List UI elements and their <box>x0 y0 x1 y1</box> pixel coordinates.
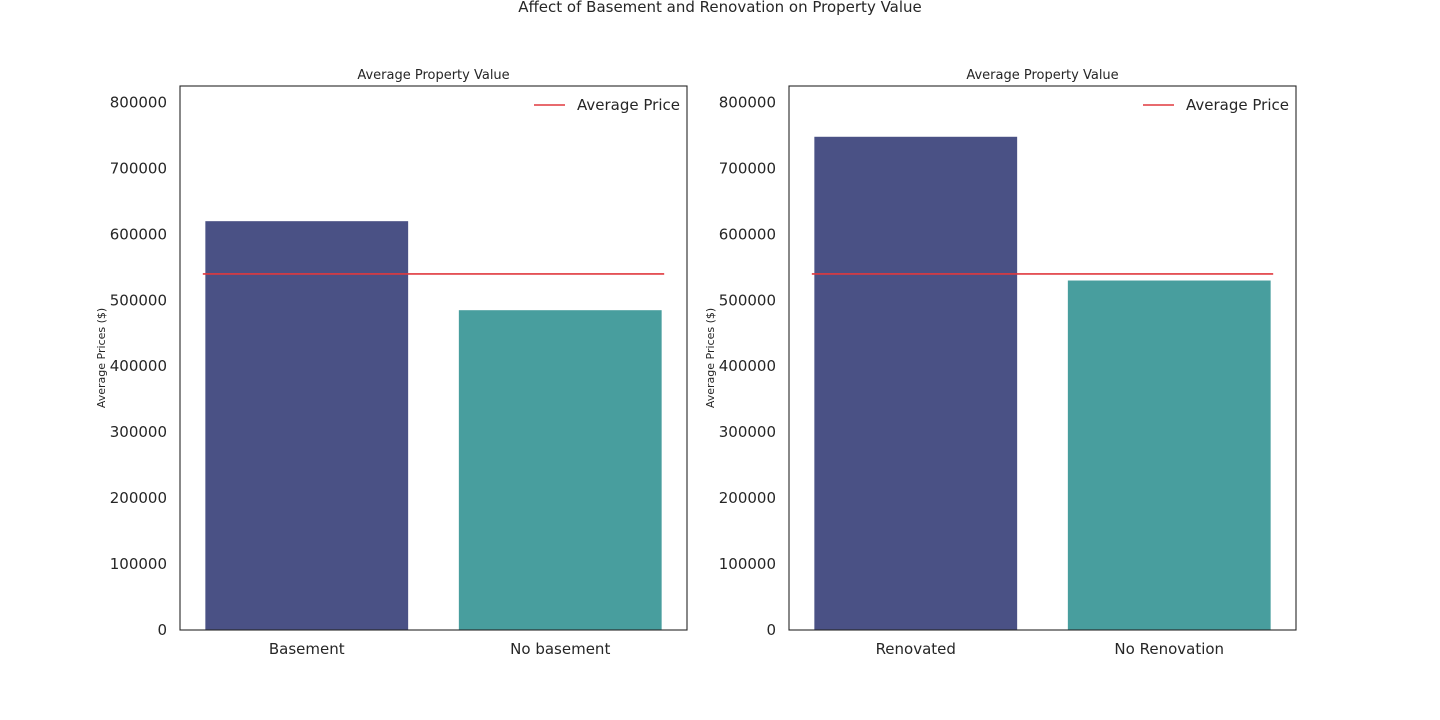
x-tick-label: No Renovation <box>1114 640 1224 658</box>
y-tick-label: 100000 <box>110 555 167 573</box>
y-tick-label: 500000 <box>110 291 167 309</box>
x-tick-label: Basement <box>269 640 345 658</box>
y-axis-label: Average Prices ($) <box>704 308 717 408</box>
y-tick-label: 300000 <box>110 423 167 441</box>
figure-title: Affect of Basement and Renovation on Pro… <box>518 0 922 16</box>
y-tick-label: 800000 <box>719 93 776 111</box>
y-tick-label: 0 <box>157 621 167 639</box>
bar-no-renovation <box>1067 280 1271 630</box>
y-tick-label: 600000 <box>110 225 167 243</box>
y-tick-label: 700000 <box>719 159 776 177</box>
legend-label: Average Price <box>1186 96 1289 114</box>
y-tick-label: 0 <box>766 621 776 639</box>
chart-1: Average Property Value 0 100000 200000 30000… <box>95 68 688 658</box>
chart-2: Average Property Value 0 100000 200000 30000… <box>704 68 1297 658</box>
legend-label: Average Price <box>577 96 680 114</box>
y-tick-label: 700000 <box>110 159 167 177</box>
y-tick-label: 100000 <box>719 555 776 573</box>
y-tick-label: 300000 <box>719 423 776 441</box>
y-tick-label: 400000 <box>719 357 776 375</box>
axes-frame <box>788 85 1297 631</box>
bar-renovated <box>814 136 1018 631</box>
bar-no-basement <box>458 310 662 630</box>
axes-frame <box>179 85 688 631</box>
chart-title: Average Property Value <box>966 68 1118 83</box>
chart-title: Average Property Value <box>357 68 509 83</box>
charts-group: Average Property Value 0 100000 200000 30000… <box>95 68 1297 658</box>
y-tick-label: 200000 <box>110 489 167 507</box>
y-tick-label: 200000 <box>719 489 776 507</box>
legend: Average Price <box>1143 96 1289 114</box>
x-tick-label: Renovated <box>876 640 956 658</box>
y-axis-label: Average Prices ($) <box>95 308 108 408</box>
bar-basement <box>205 221 409 630</box>
legend: Average Price <box>534 96 680 114</box>
y-tick-label: 500000 <box>719 291 776 309</box>
y-tick-label: 400000 <box>110 357 167 375</box>
y-tick-label: 800000 <box>110 93 167 111</box>
x-tick-label: No basement <box>510 640 610 658</box>
y-tick-label: 600000 <box>719 225 776 243</box>
